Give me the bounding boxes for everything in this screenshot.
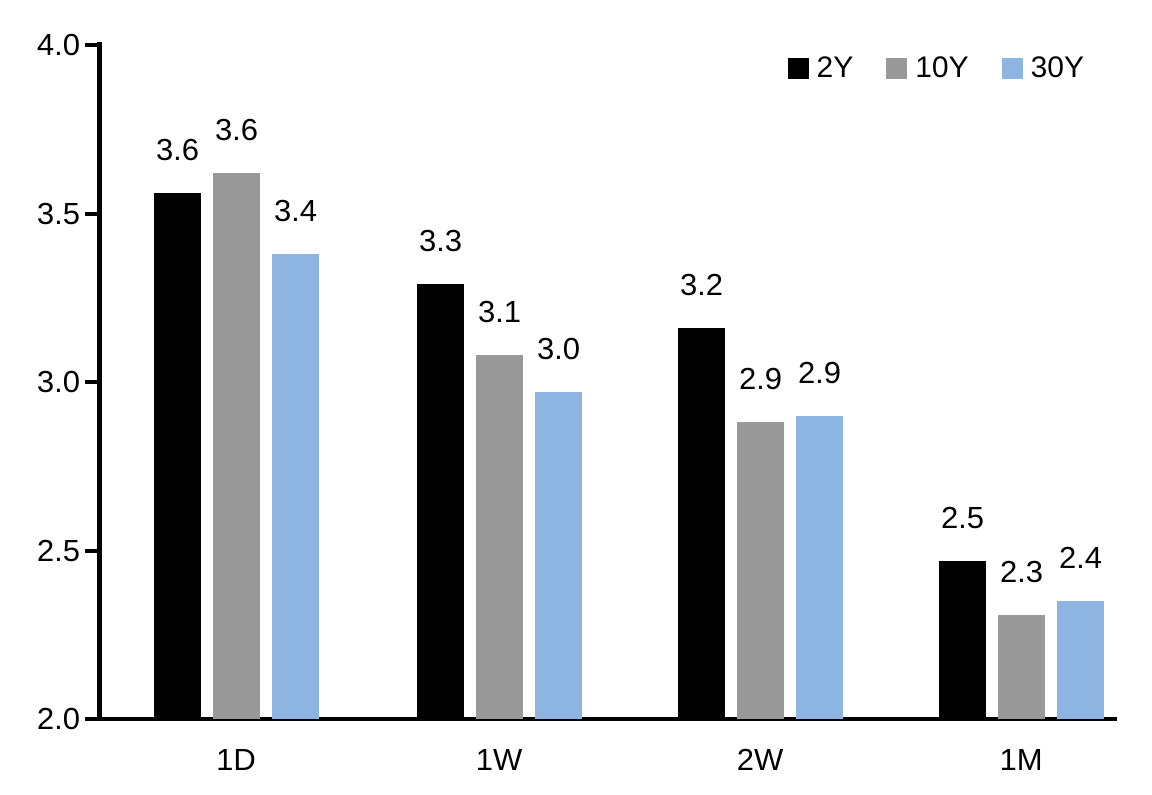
y-axis-tick-label: 3.5 — [36, 195, 80, 231]
bar-value-label-10y-1m: 2.3 — [999, 554, 1044, 589]
x-axis-category-label-2w: 2W — [736, 742, 784, 777]
bar-value-label-2y-1w: 3.3 — [418, 223, 463, 258]
x-axis-line — [85, 717, 1117, 721]
bar-10y-1m — [998, 615, 1045, 719]
y-axis-tick — [85, 380, 101, 384]
x-axis-category-label-1m: 1M — [999, 742, 1043, 777]
legend-marker-10y — [886, 57, 908, 79]
y-axis-tick-label: 2.0 — [36, 701, 80, 736]
legend-item-10y: 10Y — [886, 51, 969, 85]
legend-item-30y: 30Y — [1001, 51, 1084, 85]
bar-value-label-10y-1d: 3.6 — [214, 112, 259, 147]
bar-2y-1m — [939, 561, 986, 719]
bar-value-label-10y-2w: 2.9 — [738, 361, 783, 396]
bar-2y-1d — [154, 193, 201, 719]
legend-marker-2y — [787, 57, 809, 79]
x-axis-category-label-1d: 1D — [216, 742, 256, 777]
bar-30y-1w — [535, 392, 582, 719]
legend: 2Y 10Y 30Y — [787, 51, 1084, 85]
y-axis-tick — [85, 717, 101, 721]
y-axis-tick — [85, 211, 101, 216]
bar-2y-2w — [678, 328, 725, 719]
legend-label-2y: 2Y — [816, 51, 854, 84]
legend-label-10y: 10Y — [915, 51, 969, 84]
bar-value-label-30y-1m: 2.4 — [1058, 540, 1103, 575]
bar-2y-1w — [417, 284, 464, 719]
legend-label-30y: 30Y — [1030, 51, 1084, 84]
y-axis-tick-label: 2.5 — [36, 532, 80, 568]
legend-item-2y: 2Y — [787, 51, 854, 85]
bar-30y-2w — [796, 416, 843, 719]
bar-value-label-30y-1d: 3.4 — [273, 193, 318, 228]
bar-10y-1d — [213, 173, 260, 719]
bar-value-label-30y-1w: 3.0 — [536, 331, 581, 366]
x-axis-category-label-1w: 1W — [475, 742, 523, 777]
legend-marker-30y — [1001, 57, 1023, 79]
bar-30y-1d — [272, 254, 319, 719]
y-axis-tick-label: 4.0 — [36, 27, 80, 62]
bar-value-label-10y-1w: 3.1 — [477, 294, 522, 329]
bar-value-label-30y-2w: 2.9 — [797, 355, 842, 390]
bar-value-label-2y-2w: 3.2 — [679, 267, 724, 302]
bar-30y-1m — [1057, 601, 1104, 719]
bar-value-label-2y-1m: 2.5 — [940, 500, 985, 535]
y-axis-tick-label: 3.0 — [36, 364, 80, 399]
bar-10y-2w — [737, 422, 784, 719]
y-axis-tick — [85, 43, 101, 47]
bar-10y-1w — [476, 355, 523, 719]
bar-value-label-2y-1d: 3.6 — [155, 132, 200, 167]
y-axis-tick — [85, 548, 101, 553]
